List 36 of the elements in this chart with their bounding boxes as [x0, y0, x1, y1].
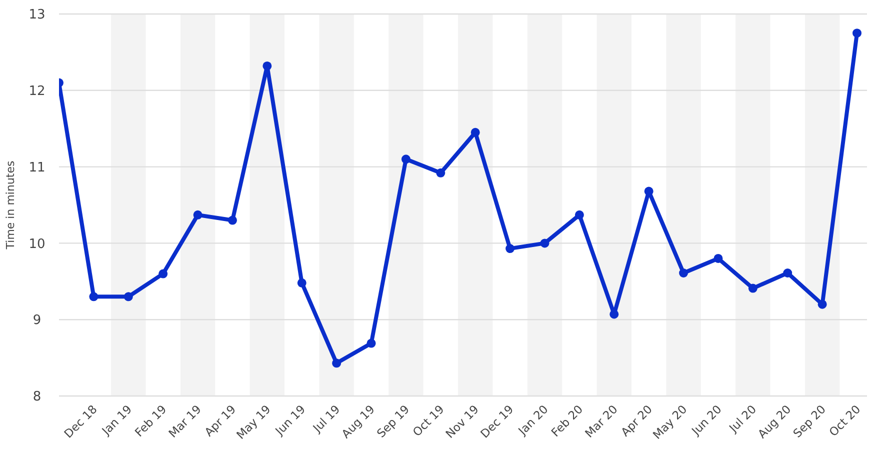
y-axis-title: Time in minutes: [4, 160, 17, 250]
x-tick-label: Dec 18: [61, 402, 100, 441]
point: [748, 284, 758, 293]
y-tick-label: 9: [32, 313, 42, 328]
x-tick-label: Oct 20: [826, 402, 864, 440]
point: [470, 128, 480, 137]
point: [818, 300, 827, 309]
point: [366, 338, 376, 348]
point: [124, 292, 133, 302]
x-tick-label: Jun 20: [688, 402, 724, 438]
y-tick-label: 12: [28, 84, 46, 99]
point: [574, 210, 584, 220]
point: [262, 61, 272, 70]
point: [401, 154, 410, 164]
x-tick-label: Jul 19: [309, 402, 343, 436]
y-tick-label: 10: [28, 236, 46, 252]
point: [89, 292, 98, 302]
point: [158, 269, 168, 278]
point: [679, 268, 688, 278]
y-tick-label: 11: [28, 160, 46, 176]
y-tick-label: 8: [32, 390, 42, 405]
x-tick-label: Jun 19: [272, 402, 308, 438]
point: [506, 244, 515, 254]
point: [332, 358, 342, 368]
point: [783, 268, 792, 278]
x-tick-label: Sep 19: [374, 402, 412, 440]
point: [436, 168, 446, 178]
x-tick-label: Jan 20: [514, 402, 551, 438]
point: [228, 216, 237, 225]
point: [852, 28, 862, 38]
point: [714, 254, 723, 263]
point: [644, 186, 654, 196]
y-tick-label: 13: [28, 8, 46, 23]
point: [540, 238, 550, 248]
point: [193, 210, 202, 220]
point: [297, 278, 306, 288]
